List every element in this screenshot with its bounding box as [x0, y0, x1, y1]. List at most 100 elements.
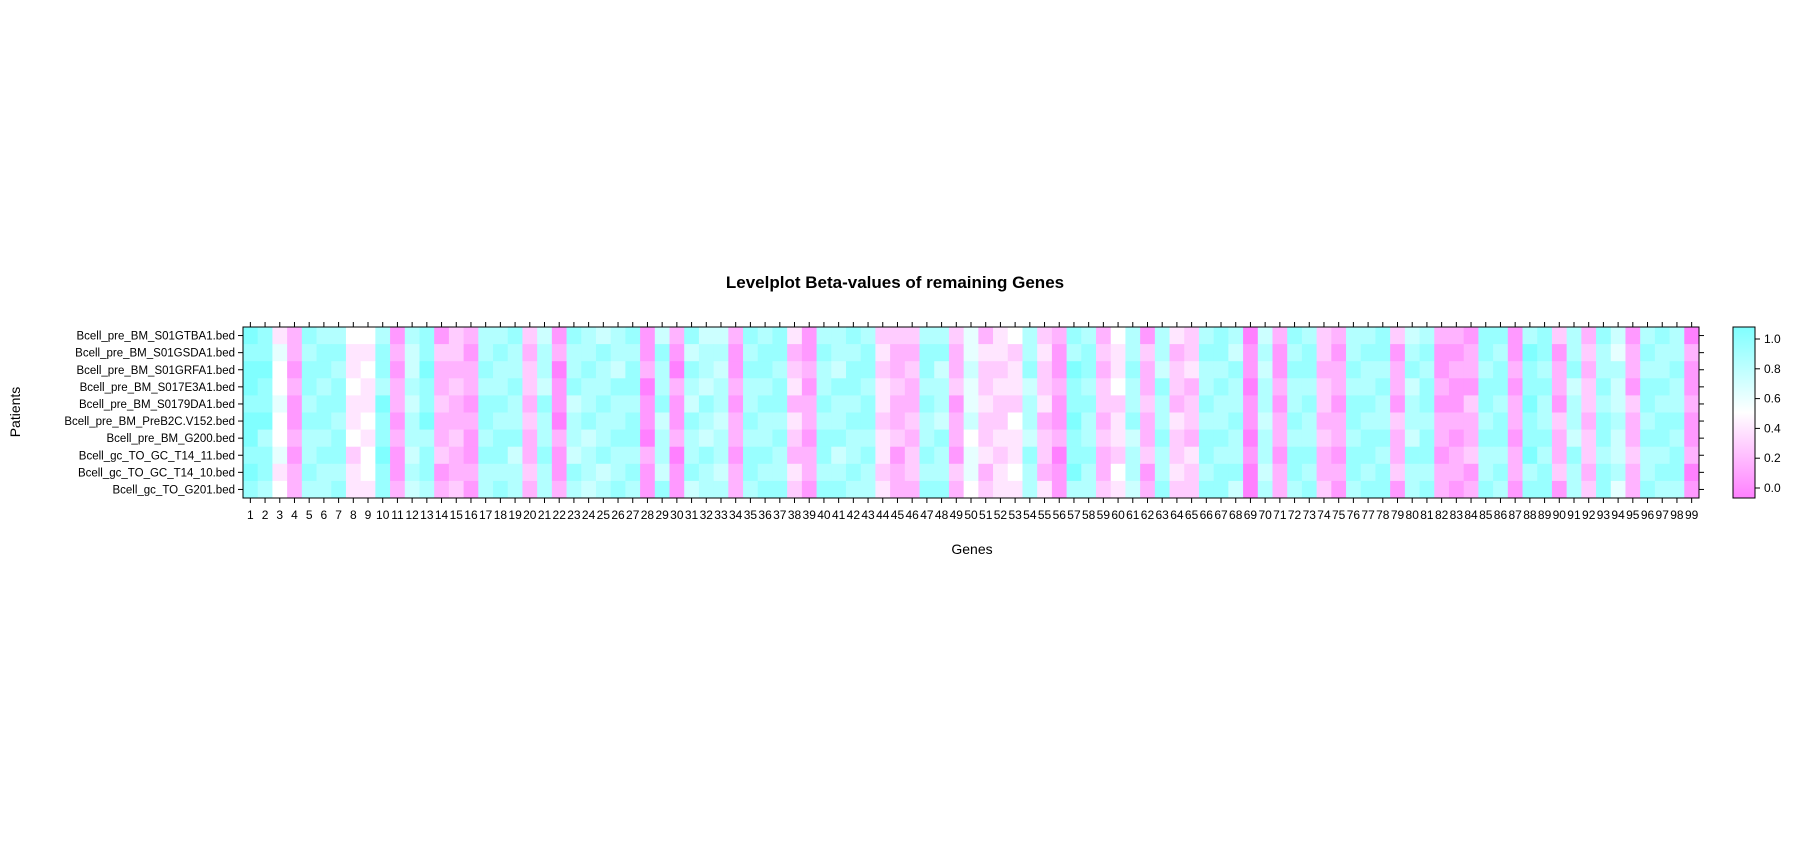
heatmap-cell [1287, 327, 1303, 345]
heatmap-cell [1272, 480, 1288, 499]
heatmap-cell [1478, 412, 1494, 430]
heatmap-cell [1110, 429, 1126, 448]
heatmap-cell [419, 463, 435, 482]
heatmap-cell [1581, 463, 1597, 482]
heatmap-cell [1566, 412, 1582, 430]
heatmap-cell [831, 327, 847, 345]
x-tick-label: 10 [376, 508, 390, 522]
heatmap-cell [610, 463, 626, 482]
heatmap-cell [1419, 446, 1435, 465]
heatmap-cell [787, 480, 803, 499]
heatmap-cell [345, 429, 362, 448]
heatmap-cell [1566, 361, 1582, 379]
heatmap-cell [890, 344, 906, 362]
heatmap-cell [963, 361, 979, 379]
heatmap-cell [669, 361, 685, 379]
heatmap-cell [463, 412, 479, 430]
heatmap-cell [404, 327, 420, 345]
heatmap-cell [375, 412, 391, 430]
heatmap-cell [1243, 429, 1259, 448]
heatmap-cell [1507, 395, 1523, 413]
heatmap-cell [419, 429, 435, 448]
heatmap-cell [757, 327, 773, 345]
x-tick-label: 22 [553, 508, 567, 522]
heatmap-cell [595, 378, 612, 396]
heatmap-cell [375, 429, 391, 448]
heatmap-cell [1654, 395, 1670, 413]
heatmap-cell [1081, 361, 1097, 379]
heatmap-cell [801, 361, 817, 379]
heatmap-cell [1228, 344, 1244, 362]
heatmap-cell [860, 378, 876, 396]
heatmap-cell [1566, 327, 1582, 345]
y-axis-label: Patients [7, 387, 23, 438]
heatmap-cell [1169, 463, 1185, 482]
heatmap-cell [537, 327, 553, 345]
heatmap-cell [904, 395, 920, 413]
heatmap-cell [287, 378, 303, 396]
heatmap-cell [537, 395, 553, 413]
heatmap-cell [1669, 327, 1685, 345]
heatmap-cell [610, 361, 626, 379]
heatmap-cell [1346, 463, 1362, 482]
heatmap-cell [419, 412, 435, 430]
heatmap-cell [978, 361, 994, 379]
heatmap-cell [1169, 344, 1185, 362]
heatmap-cell [1404, 446, 1420, 465]
heatmap-cell [301, 446, 317, 465]
heatmap-cell [772, 412, 788, 430]
heatmap-cell [1169, 327, 1185, 345]
heatmap-cell [1169, 412, 1185, 430]
heatmap-cell [360, 327, 376, 345]
heatmap-cell [272, 480, 288, 499]
heatmap-cell [287, 361, 303, 379]
heatmap-cell [860, 480, 876, 499]
heatmap-cell [331, 395, 347, 413]
heatmap-cell [1448, 412, 1465, 430]
heatmap-cell [493, 378, 509, 396]
colorbar [1732, 326, 1756, 499]
heatmap-cell [654, 429, 670, 448]
heatmap-cell [1228, 480, 1244, 499]
heatmap-cell [743, 344, 759, 362]
heatmap-cell [787, 378, 803, 396]
heatmap-cell [243, 395, 259, 413]
heatmap-cell [1316, 378, 1332, 396]
heatmap-cell [1272, 429, 1288, 448]
heatmap-cell [1669, 344, 1685, 362]
heatmap-cell [948, 412, 965, 430]
heatmap-cell [1022, 429, 1038, 448]
heatmap-cell [581, 480, 597, 499]
heatmap-cell [507, 327, 523, 345]
heatmap-cell [1625, 344, 1641, 362]
heatmap-cell [1596, 344, 1612, 362]
heatmap-cell [1640, 412, 1656, 430]
heatmap-cell [463, 344, 479, 362]
heatmap-cell [1331, 480, 1347, 499]
heatmap-cell [1140, 412, 1156, 430]
heatmap-cell [1169, 480, 1185, 499]
x-tick-label: 85 [1479, 508, 1493, 522]
heatmap-cell [1493, 480, 1509, 499]
heatmap-cell [1066, 395, 1082, 413]
heatmap-cell [331, 463, 347, 482]
heatmap-cell [1272, 412, 1288, 430]
heatmap-cell [1669, 412, 1685, 430]
heatmap-cell [845, 463, 862, 482]
heatmap-cell [1375, 446, 1391, 465]
heatmap-cell [934, 395, 950, 413]
heatmap-cell [493, 463, 509, 482]
heatmap-cell [404, 480, 420, 499]
heatmap-cell [860, 327, 876, 345]
heatmap-cell [1081, 344, 1097, 362]
heatmap-cell [713, 344, 729, 362]
heatmap-cell [272, 361, 288, 379]
x-tick-label: 82 [1435, 508, 1449, 522]
heatmap-cell [1184, 412, 1200, 430]
heatmap-cell [816, 361, 832, 379]
heatmap-cell [1478, 480, 1494, 499]
heatmap-cell [1213, 378, 1229, 396]
heatmap-cell [1198, 344, 1215, 362]
heatmap-cell [1022, 327, 1038, 345]
x-tick-label: 88 [1523, 508, 1537, 522]
